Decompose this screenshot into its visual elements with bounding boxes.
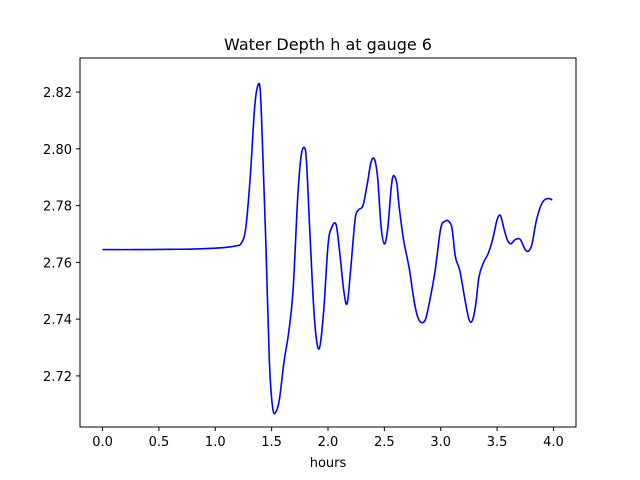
y-axis: 2.72 2.74 2.76 2.78 2.80 2.82 (43, 86, 80, 385)
y-tick-label: 2.82 (43, 86, 72, 101)
x-tick-label: 0.5 (149, 435, 170, 450)
chart-title: Water Depth h at gauge 6 (224, 35, 432, 54)
x-tick-label: 1.5 (261, 435, 282, 450)
x-tick-label: 3.5 (487, 435, 508, 450)
y-tick-label: 2.74 (43, 313, 72, 328)
x-axis: 0.0 0.5 1.0 1.5 2.0 2.5 3.0 3.5 4.0 (92, 427, 564, 450)
y-tick-label: 2.78 (43, 200, 72, 215)
y-tick-label: 2.76 (43, 256, 72, 271)
series-line-0 (102, 82, 553, 415)
x-tick-label: 0.0 (92, 435, 113, 450)
x-tick-label: 4.0 (543, 435, 564, 450)
plot-frame (79, 57, 577, 428)
x-tick-label: 2.0 (318, 435, 339, 450)
x-axis-label: hours (310, 456, 347, 471)
x-tick-label: 3.0 (430, 435, 451, 450)
x-tick-label: 1.0 (205, 435, 226, 450)
y-tick-label: 2.80 (43, 143, 72, 158)
x-tick-label: 2.5 (374, 435, 395, 450)
plot-area (102, 82, 553, 415)
y-tick-label: 2.72 (43, 370, 72, 385)
